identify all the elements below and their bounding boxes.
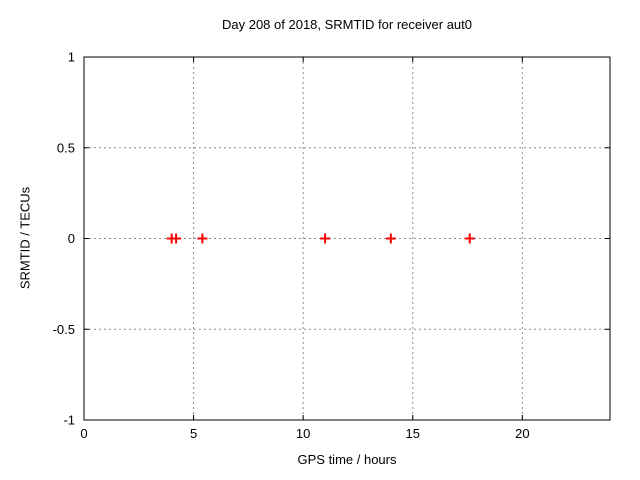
y-tick-label: 1 <box>68 50 75 65</box>
x-tick-label: 15 <box>406 426 420 441</box>
y-tick-label: -1 <box>63 413 75 428</box>
y-tick-label: 0.5 <box>57 140 75 155</box>
x-tick-label: 20 <box>515 426 529 441</box>
y-tick-label: -0.5 <box>53 322 75 337</box>
x-tick-label: 5 <box>190 426 197 441</box>
x-tick-label: 10 <box>296 426 310 441</box>
chart-title: Day 208 of 2018, SRMTID for receiver aut… <box>221 17 473 32</box>
y-tick-label: 0 <box>68 231 75 246</box>
x-tick-label: 0 <box>80 426 87 441</box>
plot-border <box>83 56 611 421</box>
x-axis-label: GPS time / hours <box>297 452 397 467</box>
